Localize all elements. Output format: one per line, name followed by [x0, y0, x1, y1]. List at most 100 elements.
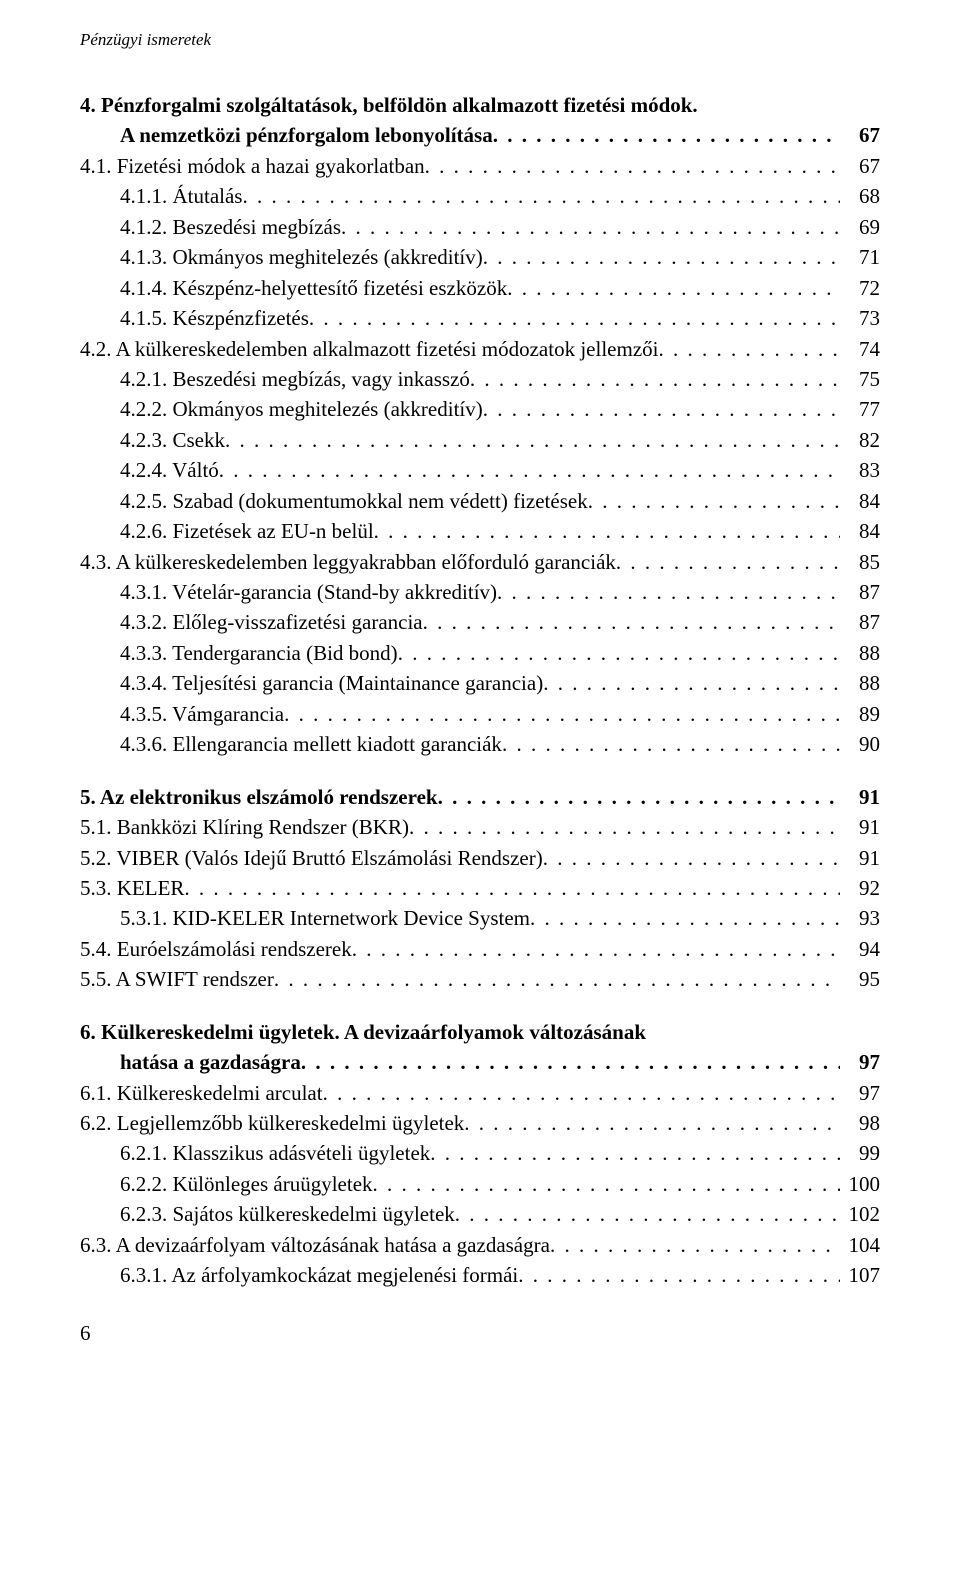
- toc-leader: [398, 638, 840, 668]
- toc-entry: 4.2. A külkereskedelemben alkalmazott fi…: [80, 334, 880, 364]
- toc-page: 68: [840, 181, 880, 211]
- toc-leader: [274, 964, 840, 994]
- toc-page: 75: [840, 364, 880, 394]
- toc-label: 4.2.2. Okmányos meghitelezés (akkreditív…: [120, 394, 483, 424]
- toc-entry: 4.3.3. Tendergarancia (Bid bond) 88: [80, 638, 880, 668]
- toc-label: 4.3.2. Előleg-visszafizetési garancia: [120, 607, 423, 637]
- toc-label: 6.2.1. Klasszikus adásvételi ügyletek: [120, 1138, 430, 1168]
- toc-page: 77: [840, 394, 880, 424]
- section-gap: [80, 760, 880, 782]
- toc-label: 6.2. Legjellemzőbb külkereskedelmi ügyle…: [80, 1108, 464, 1138]
- toc-entry: 4.1.4. Készpénz-helyettesítő fizetési es…: [80, 273, 880, 303]
- running-header: Pénzügyi ismeretek: [80, 30, 880, 50]
- toc-leader: [184, 873, 840, 903]
- toc-leader: [309, 303, 840, 333]
- toc-leader: [497, 577, 840, 607]
- toc-page: 90: [840, 729, 880, 759]
- toc-leader: [425, 151, 840, 181]
- toc-page: 84: [840, 516, 880, 546]
- toc-label: 5.1. Bankközi Klíring Rendszer (BKR): [80, 812, 409, 842]
- toc-page: 84: [840, 486, 880, 516]
- toc-leader: [616, 547, 840, 577]
- toc-page: 97: [840, 1047, 880, 1077]
- toc-page: 87: [840, 577, 880, 607]
- toc-label: 6.1. Külkereskedelmi arculat: [80, 1078, 323, 1108]
- toc-page: 67: [840, 151, 880, 181]
- toc-leader: [301, 1047, 840, 1077]
- toc-page: 74: [840, 334, 880, 364]
- toc-page: 98: [840, 1108, 880, 1138]
- toc-page: 91: [840, 812, 880, 842]
- toc-entry: 6. Külkereskedelmi ügyletek. A devizaárf…: [80, 1017, 880, 1047]
- toc-label: 4.1.4. Készpénz-helyettesítő fizetési es…: [120, 273, 507, 303]
- toc-label: 4.1. Fizetési módok a hazai gyakorlatban: [80, 151, 425, 181]
- toc-entry: 4.1.5. Készpénzfizetés73: [80, 303, 880, 333]
- toc-leader: [543, 668, 840, 698]
- toc-label: 5.3. KELER: [80, 873, 184, 903]
- toc-entry: 6.1. Külkereskedelmi arculat97: [80, 1078, 880, 1108]
- toc-page: 72: [840, 273, 880, 303]
- toc-entry: 5.3. KELER 92: [80, 873, 880, 903]
- toc-entry: 6.3. A devizaárfolyam változásának hatás…: [80, 1230, 880, 1260]
- toc-leader: [550, 1230, 840, 1260]
- toc-entry: 4.3.5. Vámgarancia89: [80, 699, 880, 729]
- toc-page: 88: [840, 638, 880, 668]
- toc-entry: 6.2.1. Klasszikus adásvételi ügyletek 99: [80, 1138, 880, 1168]
- toc-label: 6.2.2. Különleges áruügyletek: [120, 1169, 373, 1199]
- toc-label: 4.1.3. Okmányos meghitelezés (akkreditív…: [120, 242, 483, 272]
- toc-entry: 5.3.1. KID-KELER Internetwork Device Sys…: [80, 903, 880, 933]
- toc-entry: 4. Pénzforgalmi szolgáltatások, belföldö…: [80, 90, 880, 120]
- toc-entry: 4.2.3. Csekk82: [80, 425, 880, 455]
- toc-leader: [464, 1108, 840, 1138]
- toc-page: 67: [840, 120, 880, 150]
- toc-entry: 5.5. A SWIFT rendszer95: [80, 964, 880, 994]
- toc-label: 4.2. A külkereskedelemben alkalmazott fi…: [80, 334, 658, 364]
- toc-leader: [502, 729, 840, 759]
- toc-entry: 6.2.2. Különleges áruügyletek100: [80, 1169, 880, 1199]
- toc-leader: [470, 364, 840, 394]
- toc-entry: 4.2.6. Fizetések az EU-n belül 84: [80, 516, 880, 546]
- toc-entry: hatása a gazdaságra 97: [80, 1047, 880, 1077]
- toc-label: 4.3.3. Tendergarancia (Bid bond): [120, 638, 398, 668]
- toc-leader: [658, 334, 840, 364]
- toc-label: 4.2.3. Csekk: [120, 425, 225, 455]
- toc-leader: [543, 843, 840, 873]
- toc-label: 4.1.1. Átutalás: [120, 181, 242, 211]
- toc-label: 4.2.4. Váltó: [120, 455, 219, 485]
- toc-label: 4.2.1. Beszedési megbízás, vagy inkasszó: [120, 364, 470, 394]
- toc-leader: [219, 455, 840, 485]
- toc-label: 5.2. VIBER (Valós Idejű Bruttó Elszámolá…: [80, 843, 543, 873]
- toc-leader: [373, 1169, 840, 1199]
- toc-page: 93: [840, 903, 880, 933]
- toc-label: 4.3.4. Teljesítési garancia (Maintainanc…: [120, 668, 543, 698]
- toc-label: 4. Pénzforgalmi szolgáltatások, belföldö…: [80, 90, 698, 120]
- toc-entry: 6.3.1. Az árfolyamkockázat megjelenési f…: [80, 1260, 880, 1290]
- toc-label: 4.2.6. Fizetések az EU-n belül: [120, 516, 374, 546]
- toc-label: A nemzetközi pénzforgalom lebonyolítása: [120, 120, 493, 150]
- toc-label: hatása a gazdaságra: [120, 1047, 301, 1077]
- toc-label: 6.3.1. Az árfolyamkockázat megjelenési f…: [120, 1260, 518, 1290]
- toc-label: 5.3.1. KID-KELER Internetwork Device Sys…: [120, 903, 530, 933]
- toc-page: 104: [840, 1230, 880, 1260]
- toc-leader: [588, 486, 840, 516]
- toc-entry: 4.2.2. Okmányos meghitelezés (akkreditív…: [80, 394, 880, 424]
- toc-page: 85: [840, 547, 880, 577]
- toc-page: 91: [840, 843, 880, 873]
- toc-label: 6. Külkereskedelmi ügyletek. A devizaárf…: [80, 1017, 646, 1047]
- toc-leader: [518, 1260, 840, 1290]
- toc-page: 69: [840, 212, 880, 242]
- toc-entry: 4.3.6. Ellengarancia mellett kiadott gar…: [80, 729, 880, 759]
- toc-label: 4.1.5. Készpénzfizetés: [120, 303, 309, 333]
- toc-label: 6.3. A devizaárfolyam változásának hatás…: [80, 1230, 550, 1260]
- toc-entry: A nemzetközi pénzforgalom lebonyolítása 6…: [80, 120, 880, 150]
- toc-leader: [493, 120, 840, 150]
- toc-page: 99: [840, 1138, 880, 1168]
- toc-page: 92: [840, 873, 880, 903]
- toc-entry: 4.2.4. Váltó83: [80, 455, 880, 485]
- toc-label: 4.2.5. Szabad (dokumentumokkal nem védet…: [120, 486, 588, 516]
- toc-leader: [323, 1078, 840, 1108]
- toc-leader: [284, 699, 840, 729]
- toc-page: 94: [840, 934, 880, 964]
- toc-entry: 5.4. Euróelszámolási rendszerek94: [80, 934, 880, 964]
- toc-leader: [374, 516, 840, 546]
